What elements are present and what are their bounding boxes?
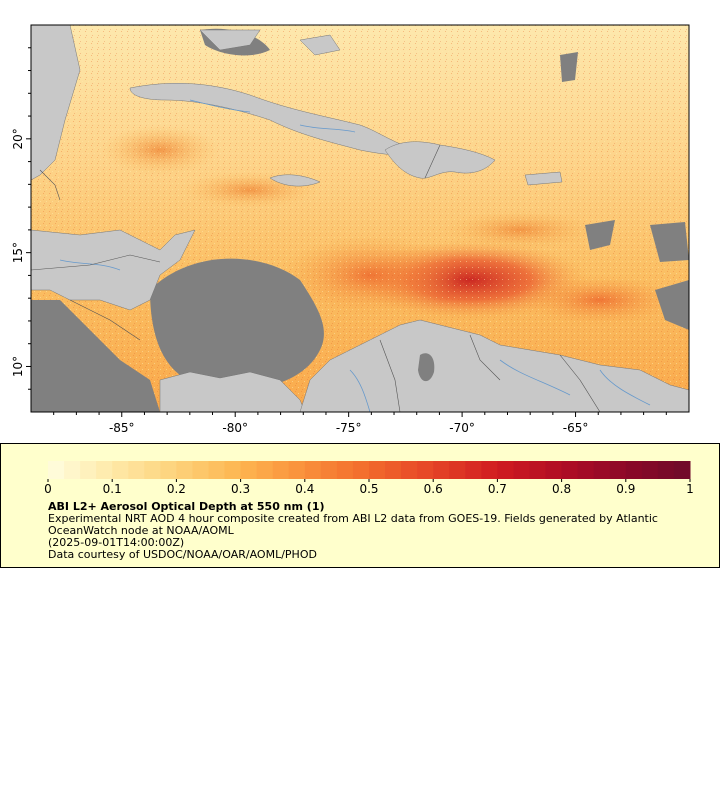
map-canvas: -85° -80° -75° -70° -65° 20° 15° 10°	[11, 24, 690, 435]
colorbar-tick-label: 0.9	[616, 482, 635, 496]
colorbar-cell	[657, 461, 675, 479]
legend-date: (2025-09-01T14:00:00Z)	[48, 536, 185, 549]
legend-panel: 0 0.1 0.2 0.3 0.4 0.5 0.6 0.7 0.8 0.9 1 ABI L2+ Ae…	[0, 443, 720, 568]
rivers	[59, 99, 651, 412]
colorbar-cell	[208, 461, 226, 479]
colorbar-cell	[417, 461, 434, 479]
colorbar-cell	[144, 461, 161, 479]
land-puerto-rico	[524, 171, 563, 186]
land-jamaica	[269, 174, 321, 187]
land-bahamas	[299, 34, 341, 56]
colorbar-cell	[176, 461, 193, 479]
colorbar-cell	[577, 461, 595, 479]
colorbar-cell	[625, 461, 643, 479]
colorbar-tick-label: 0.4	[295, 482, 314, 496]
y-tick-label: 20°	[11, 128, 25, 149]
colorbar-tick-label: 0.3	[231, 482, 250, 496]
aod-map: -85° -80° -75° -70° -65° 20° 15° 10°	[11, 24, 690, 435]
colorbar-cell	[224, 461, 242, 479]
legend-description: Experimental NRT AOD 4 hour composite cr…	[48, 512, 658, 537]
no-data-region-northeast	[560, 52, 578, 82]
legend-credit: Data courtesy of USDOC/NOAA/OAR/AOML/PHO…	[48, 548, 317, 561]
colorbar-cell	[96, 461, 113, 479]
colorbar-cell	[529, 461, 547, 479]
x-tick-label: -70°	[449, 421, 475, 435]
colorbar-cell	[401, 461, 418, 479]
land-hispaniola	[384, 141, 496, 179]
borders	[31, 144, 601, 412]
colorbar-cell	[497, 461, 514, 479]
colorbar-cell	[545, 461, 563, 479]
x-tick-label: -80°	[222, 421, 248, 435]
y-axis: 20° 15° 10°	[11, 47, 31, 390]
map-frame	[30, 24, 690, 413]
colorbar-cell	[593, 461, 611, 479]
colorbar-cell	[641, 461, 659, 479]
x-tick-label: -85°	[109, 421, 135, 435]
x-tick-label: -65°	[563, 421, 589, 435]
land-panama	[159, 371, 306, 412]
colorbar-cell	[433, 461, 450, 479]
colorbar-cell	[352, 461, 370, 479]
colorbar-cell	[561, 461, 579, 479]
land-florida	[199, 29, 261, 51]
colorbar-tick-label: 0.8	[552, 482, 571, 496]
colorbar-cell	[320, 461, 338, 479]
colorbar-tick-label: 0.6	[424, 482, 443, 496]
colorbar-tick-label: 0.2	[167, 482, 186, 496]
colorbar-cell	[369, 461, 386, 479]
y-tick-label: 15°	[11, 242, 25, 263]
land-yucatan	[31, 25, 81, 181]
colorbar-cell	[304, 461, 322, 479]
colorbar-cell	[336, 461, 354, 479]
colorbar: 0 0.1 0.2 0.3 0.4 0.5 0.6 0.7 0.8 0.9 1	[44, 461, 694, 496]
colorbar-cell	[256, 461, 274, 479]
no-data-region-east1	[585, 220, 615, 250]
y-tick-label: 10°	[11, 356, 25, 377]
no-data-region-east2	[650, 222, 689, 262]
colorbar-cell	[160, 461, 177, 479]
colorbar-cell	[128, 461, 145, 479]
colorbar-tick-label: 0.7	[488, 482, 507, 496]
colorbar-cell	[465, 461, 482, 479]
lake-maracaibo	[418, 353, 435, 382]
colorbar-cell	[80, 461, 97, 479]
colorbar-cell	[481, 461, 498, 479]
land-honduras-nicaragua	[31, 229, 196, 311]
no-data-region-central-america	[31, 300, 160, 412]
colorbar-tick-label: 0.5	[359, 482, 378, 496]
colorbar-cell	[112, 461, 129, 479]
colorbar-cell	[288, 461, 306, 479]
colorbar-cell	[48, 461, 65, 479]
colorbar-tick-label: 1	[686, 482, 694, 496]
colorbar-tick-label: 0.1	[103, 482, 122, 496]
colorbar-cell	[673, 461, 691, 479]
colorbar-cell	[385, 461, 402, 479]
colorbar-cell	[64, 461, 81, 479]
colorbar-cell	[192, 461, 209, 479]
colorbar-cell	[513, 461, 530, 479]
no-data-region-east3	[655, 280, 689, 330]
colorbar-cell	[609, 461, 627, 479]
colorbar-cell	[272, 461, 290, 479]
land-south-america	[299, 319, 689, 412]
legend-title: ABI L2+ Aerosol Optical Depth at 550 nm …	[48, 500, 325, 513]
colorbar-cell	[449, 461, 466, 479]
x-axis: -85° -80° -75° -70° -65°	[53, 412, 667, 435]
no-data-region-southwest	[150, 258, 324, 390]
x-tick-label: -75°	[336, 421, 362, 435]
colorbar-tick-label: 0	[44, 482, 52, 496]
colorbar-cell	[240, 461, 258, 479]
